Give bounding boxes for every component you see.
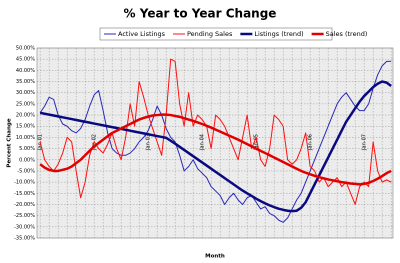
- chart-title: % Year to Year Change: [124, 7, 277, 21]
- y-axis-label: Percent Change: [7, 118, 13, 167]
- series-line: [39, 58, 392, 205]
- plot-area: [36, 47, 394, 239]
- legend-label: Sales (trend): [326, 30, 368, 38]
- y-tick-label: -30.00%: [14, 224, 35, 230]
- legend-label: Active Listings: [118, 30, 166, 38]
- legend-box: [99, 27, 333, 41]
- x-tick-label: Jan-07: [362, 134, 368, 151]
- y-tick-label: -5.00%: [17, 168, 35, 174]
- y-tick-label: 15.00%: [16, 124, 35, 130]
- legend-label: Pending Sales: [187, 30, 233, 38]
- y-tick-label: -15.00%: [14, 191, 35, 197]
- x-tick-label: Jan-04: [200, 134, 206, 151]
- series-line: [39, 80, 392, 213]
- y-tick-label: 0.00%: [19, 157, 35, 163]
- x-tick-label: Jan-06: [308, 134, 314, 151]
- y-tick-label: 45.00%: [16, 57, 35, 63]
- x-tick-label: Jan-03: [146, 134, 152, 151]
- series-line: [39, 60, 392, 223]
- y-tick-label: 10.00%: [16, 135, 35, 141]
- x-tick-label: Jan-05: [254, 134, 260, 151]
- y-tick-label: -20.00%: [14, 202, 35, 208]
- series-line: [39, 113, 392, 186]
- y-tick-label: 5.00%: [19, 146, 35, 152]
- y-tick-label: 30.00%: [16, 90, 35, 96]
- y-tick-label: 40.00%: [16, 68, 35, 74]
- y-tick-label: 35.00%: [16, 79, 35, 85]
- y-tick-label: 20.00%: [16, 113, 35, 119]
- y-tick-label: -35.00%: [14, 236, 35, 242]
- y-tick-label: -25.00%: [14, 213, 35, 219]
- y-tick-label: 25.00%: [16, 101, 35, 107]
- legend-label: Listings (trend): [254, 30, 303, 38]
- x-axis-label: Month: [205, 254, 225, 260]
- y-tick-label: 50.00%: [16, 46, 35, 52]
- y-tick-label: -10.00%: [14, 180, 35, 186]
